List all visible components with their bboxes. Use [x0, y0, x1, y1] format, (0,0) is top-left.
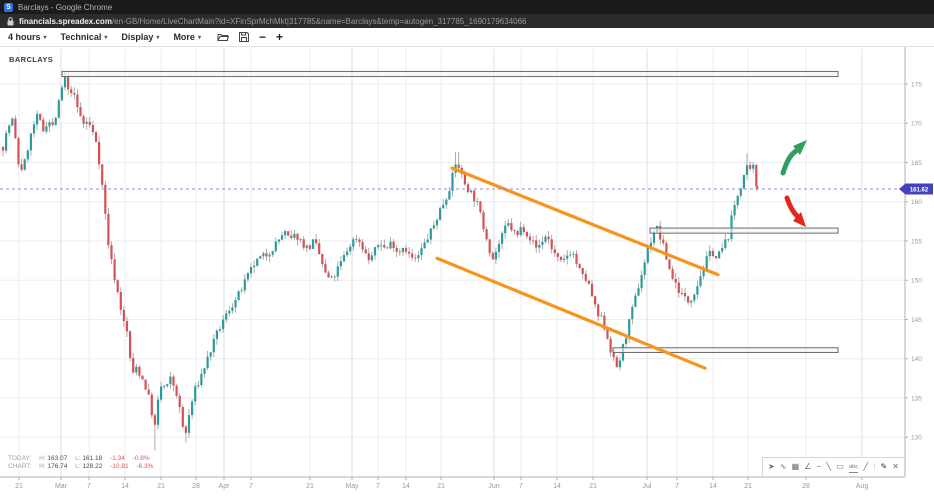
lock-icon	[7, 16, 14, 26]
x-axis-label: Aug	[856, 483, 869, 490]
x-axis-label: Mar	[55, 483, 68, 490]
gridlines-layer	[0, 49, 905, 477]
polyline-icon[interactable]: ∿	[779, 462, 787, 471]
rectangle-icon[interactable]: ▭	[836, 462, 844, 471]
x-axis-label: 21	[589, 483, 597, 490]
channel-upper[interactable]	[450, 166, 720, 277]
x-axis-label: 21	[15, 483, 23, 490]
window-title: Barclays - Google Chrome	[18, 2, 113, 12]
pencil-icon[interactable]: ✎	[880, 462, 888, 471]
zoom-out-button[interactable]: −	[258, 30, 266, 44]
support-zone-low[interactable]	[612, 347, 839, 353]
grid-icon[interactable]: ▦	[791, 462, 800, 471]
x-axis-label: 21	[157, 483, 165, 490]
window-titlebar: S Barclays - Google Chrome	[0, 0, 934, 14]
technical-menu[interactable]: Technical ▾	[60, 32, 108, 42]
y-axis-label: 135	[911, 395, 922, 402]
display-menu[interactable]: Display ▾	[121, 32, 160, 42]
x-axis-label: 28	[802, 483, 810, 490]
address-bar[interactable]: financials.spreadex.com/en-GB/Home/LiveC…	[0, 14, 934, 28]
chart-canvas[interactable]: 175 170 165 160 155 150 145 140 135 130 21 Mar 7 14 21…	[0, 47, 934, 498]
x-axis-label: 14	[402, 483, 410, 490]
today-stats-row: TODAY: H: 163.07 L: 161.18 -1.34 -0.8%	[8, 455, 150, 462]
chevron-down-icon: ▾	[104, 34, 108, 41]
url-host: financials.spreadex.com	[19, 16, 112, 26]
channel-lower[interactable]	[435, 256, 707, 370]
last-price-badge: 161.62	[899, 183, 933, 195]
horizontal-line-icon[interactable]: −	[816, 462, 822, 471]
x-axis-label: Apr	[219, 483, 231, 490]
axes-layer: 175 170 165 160 155 150 145 140 135 130 21 Mar 7 14 21…	[0, 47, 922, 490]
chart-stats-row: CHART: H: 176.74 L: 128.22 -10.81 -6.3%	[8, 463, 154, 470]
diagonal-line-icon[interactable]: ╱	[863, 462, 869, 471]
y-axis-label: 165	[911, 160, 922, 167]
trendline-icon[interactable]: ╲	[826, 462, 832, 471]
x-axis-label: 7	[249, 483, 253, 490]
y-axis-label: 155	[911, 238, 922, 245]
text-tool-icon[interactable]: abc	[848, 462, 859, 473]
x-axis-label: 21	[306, 483, 314, 490]
divider-icon: |	[873, 462, 876, 471]
x-axis-label: 21	[437, 483, 445, 490]
x-axis-label: 14	[121, 483, 129, 490]
open-chart-icon[interactable]	[217, 32, 229, 42]
close-icon[interactable]: ✕	[892, 462, 899, 471]
y-axis-label: 175	[911, 81, 922, 88]
angle-tool-icon[interactable]: ∠	[804, 462, 812, 471]
timeframe-menu[interactable]: 4 hours ▾	[8, 32, 47, 42]
chart-stats: TODAY: H: 163.07 L: 161.18 -1.34 -0.8% C…	[8, 455, 153, 471]
x-axis-label: 7	[87, 483, 91, 490]
spreadex-logo-icon: S	[4, 2, 13, 12]
resistance-zone-top[interactable]	[61, 70, 839, 78]
bearish-arrow[interactable]	[784, 195, 806, 227]
x-axis-label: 7	[675, 483, 679, 490]
x-axis-label: May	[345, 483, 359, 490]
y-axis-label: 130	[911, 435, 922, 442]
more-menu[interactable]: More ▾	[173, 32, 201, 42]
x-axis-label: 21	[744, 483, 752, 490]
y-axis-label: 170	[911, 121, 922, 128]
chevron-down-icon: ▾	[43, 34, 47, 41]
save-chart-icon[interactable]	[238, 32, 249, 42]
x-axis-label: 14	[709, 483, 717, 490]
x-axis-label: 14	[553, 483, 561, 490]
x-axis-label: Jul	[643, 483, 652, 490]
annotations-layer	[0, 70, 905, 370]
y-axis-label: 160	[911, 199, 922, 206]
y-axis-label: 145	[911, 317, 922, 324]
instrument-label: BARCLAYS	[9, 55, 54, 64]
chevron-down-icon: ▾	[156, 34, 160, 41]
chevron-down-icon: ▾	[197, 34, 201, 41]
y-axis-label: 140	[911, 356, 922, 363]
x-axis-label: Jun	[488, 483, 499, 490]
candles-layer	[1, 71, 759, 451]
zoom-in-button[interactable]: +	[275, 30, 283, 44]
chart-toolbar: 4 hours ▾ Technical ▾ Display ▾ More ▾ − +	[0, 28, 934, 47]
resistance-zone-mid[interactable]	[649, 227, 839, 234]
x-axis-label: 7	[376, 483, 380, 490]
bullish-arrow[interactable]	[780, 140, 807, 176]
svg-text:161.62: 161.62	[910, 187, 929, 193]
url-path: /en-GB/Home/LiveChartMain?id=XFinSprMchM…	[111, 16, 527, 26]
drawing-toolbar: ➤ ∿ ▦ ∠ − ╲ ▭ abc ╱ | ✎ ✕	[762, 457, 905, 477]
y-axis-label: 150	[911, 278, 922, 285]
cursor-icon[interactable]: ➤	[768, 462, 775, 471]
x-axis-label: 7	[519, 483, 523, 490]
x-axis-label: 28	[192, 483, 200, 490]
